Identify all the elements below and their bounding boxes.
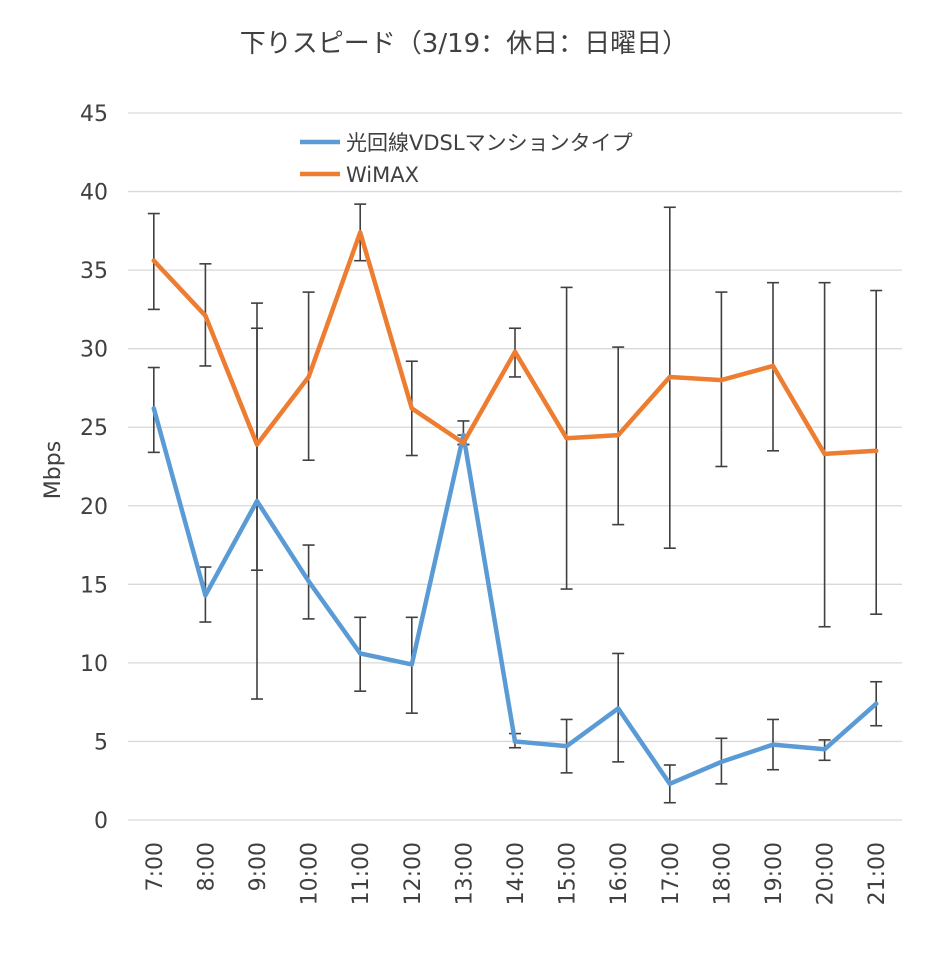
data-point [254,442,260,447]
data-point [564,436,569,441]
series-line-0 [151,406,879,787]
data-point [770,742,776,747]
data-point [512,349,518,355]
y-tick-label: 5 [94,730,108,755]
legend-item: WiMAX [300,163,419,187]
data-point [461,440,466,446]
gridlines [128,112,902,821]
legend-item: 光回線VDSLマンションタイプ [300,131,633,155]
x-tick-label: 13:00 [452,842,477,905]
x-tick-label: 12:00 [401,842,426,905]
x-tick-label: 8:00 [194,842,219,891]
data-point [358,230,363,235]
x-tick-label: 20:00 [814,842,839,905]
data-point [203,593,208,598]
y-tick-label: 0 [94,809,108,834]
y-tick-label: 30 [80,338,108,363]
data-point [667,781,672,787]
data-point [151,258,156,263]
x-tick-label: 19:00 [762,842,787,905]
data-point [667,374,672,380]
x-axis-ticks: 7:00 8:00 9:00 10:00 11:00 12:00 13:00 14:00 15:… [143,842,890,905]
legend-label: WiMAX [346,163,419,187]
x-tick-label: 15:00 [556,842,581,905]
data-point [564,743,569,749]
data-point [306,578,311,584]
x-tick-label: 11:00 [349,842,374,905]
data-point [254,498,260,504]
data-point [151,406,156,411]
y-tick-label: 25 [80,416,108,441]
data-point [770,363,776,369]
x-tick-label: 16:00 [607,842,632,905]
x-tick-label: 7:00 [143,842,168,891]
chart-title: 下りスピード（3/19：休日：日曜日） [240,29,688,59]
x-tick-label: 17:00 [659,842,684,905]
data-point [874,701,879,706]
series-lines [151,230,879,787]
data-point [874,448,879,453]
data-point [358,651,363,656]
data-point [822,747,827,752]
data-point [719,377,724,383]
legend-label: 光回線VDSLマンションタイプ [346,131,633,155]
x-tick-label: 18:00 [710,842,735,905]
x-tick-label: 14:00 [504,842,529,905]
data-point [203,313,208,318]
y-tick-label: 20 [80,495,108,520]
y-axis-label: Mbps [41,441,66,499]
error-bar [251,302,263,571]
data-point [719,759,724,765]
data-point [512,739,518,744]
data-point [409,406,414,411]
y-tick-label: 15 [80,573,108,598]
data-point [822,451,827,457]
y-axis-ticks: 0 5 10 15 20 25 30 35 40 45 [80,102,108,834]
x-tick-label: 21:00 [865,842,890,905]
data-point [306,374,311,380]
data-point [409,662,414,667]
x-tick-label: 9:00 [246,842,271,891]
x-tick-label: 10:00 [298,842,323,905]
y-tick-label: 35 [80,259,108,284]
data-point [616,706,621,711]
y-tick-label: 40 [80,181,108,206]
legend: 光回線VDSLマンションタイプ WiMAX [300,131,633,187]
y-tick-label: 45 [80,102,108,127]
data-point [461,432,466,438]
data-point [616,432,621,438]
y-tick-label: 10 [80,652,108,677]
